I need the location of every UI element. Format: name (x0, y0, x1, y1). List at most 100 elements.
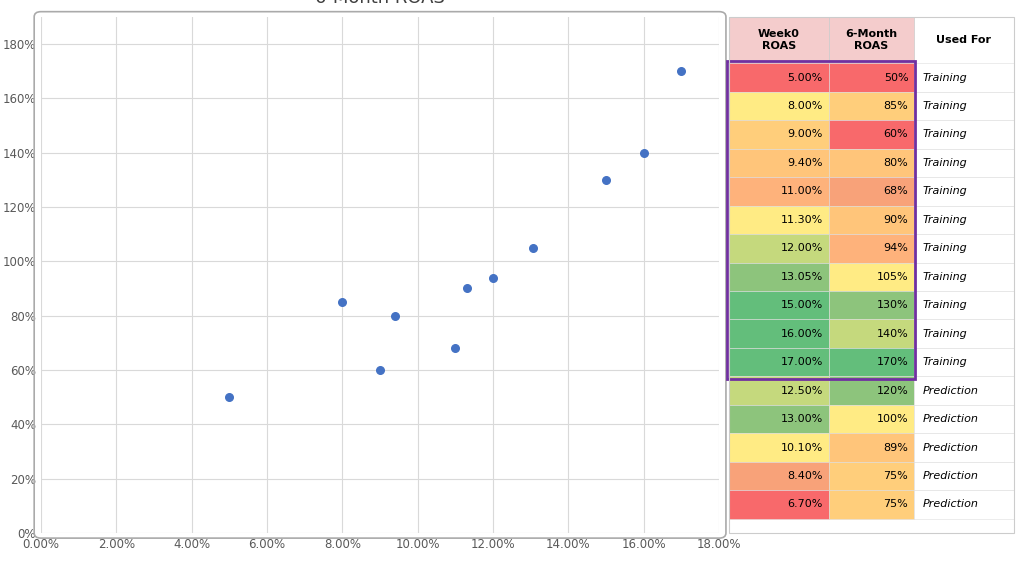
Text: 75%: 75% (884, 499, 908, 509)
Text: 12.50%: 12.50% (780, 385, 823, 396)
Text: 170%: 170% (877, 357, 908, 367)
Bar (828, 291, 914, 319)
Bar (914, 490, 1014, 519)
Text: 12.00%: 12.00% (780, 243, 823, 254)
Text: Training: Training (923, 158, 968, 168)
FancyBboxPatch shape (729, 17, 828, 63)
Bar (914, 120, 1014, 149)
Bar (828, 120, 914, 149)
Bar (729, 120, 828, 149)
Bar (828, 462, 914, 490)
Text: 50%: 50% (884, 72, 908, 82)
Bar (914, 205, 1014, 234)
Text: 8.00%: 8.00% (787, 101, 823, 111)
Bar (914, 149, 1014, 177)
Bar (828, 433, 914, 462)
Text: 9.40%: 9.40% (787, 158, 823, 168)
Text: 16.00%: 16.00% (780, 329, 823, 339)
Bar (914, 462, 1014, 490)
Bar (729, 177, 828, 205)
Text: 60%: 60% (884, 130, 908, 140)
Text: Training: Training (923, 329, 968, 339)
Bar (828, 234, 914, 263)
Text: Prediction: Prediction (923, 385, 979, 396)
Bar (828, 490, 914, 519)
Point (598, 176, 614, 185)
Bar (828, 149, 914, 177)
Bar (729, 405, 828, 433)
Point (674, 67, 690, 76)
Text: 13.05%: 13.05% (780, 272, 823, 282)
Text: Used For: Used For (936, 35, 991, 45)
Text: 130%: 130% (877, 300, 908, 310)
Bar (729, 263, 828, 291)
Bar (914, 348, 1014, 376)
Bar (729, 376, 828, 405)
FancyBboxPatch shape (828, 17, 914, 63)
Bar (729, 205, 828, 234)
Title: 6-Month ROAS: 6-Month ROAS (315, 0, 445, 7)
Bar (729, 92, 828, 120)
Text: 15.00%: 15.00% (780, 300, 823, 310)
Bar (914, 63, 1014, 92)
Text: 100%: 100% (877, 414, 908, 424)
Text: Training: Training (923, 272, 968, 282)
Bar (828, 177, 914, 205)
Bar (914, 433, 1014, 462)
Point (334, 297, 350, 306)
Text: 6-Month
ROAS: 6-Month ROAS (845, 29, 897, 51)
Text: Prediction: Prediction (923, 414, 979, 424)
Text: 94%: 94% (884, 243, 908, 254)
Bar (729, 433, 828, 462)
Text: 6.70%: 6.70% (787, 499, 823, 509)
Bar (914, 234, 1014, 263)
Text: Prediction: Prediction (923, 471, 979, 481)
Bar (828, 92, 914, 120)
Bar (914, 291, 1014, 319)
Point (447, 344, 464, 353)
Bar (729, 319, 828, 348)
Text: 68%: 68% (884, 186, 908, 196)
Bar (828, 319, 914, 348)
Text: Training: Training (923, 186, 968, 196)
Text: Week0
ROAS: Week0 ROAS (758, 29, 800, 51)
Text: 17.00%: 17.00% (780, 357, 823, 367)
Point (524, 243, 541, 252)
Text: Prediction: Prediction (923, 499, 979, 509)
Bar (828, 63, 914, 92)
Text: 80%: 80% (884, 158, 908, 168)
Bar (828, 376, 914, 405)
Bar (729, 462, 828, 490)
Text: 89%: 89% (884, 443, 908, 453)
Text: 85%: 85% (884, 101, 908, 111)
Text: 105%: 105% (877, 272, 908, 282)
Text: 75%: 75% (884, 471, 908, 481)
Bar (914, 376, 1014, 405)
Text: 5.00%: 5.00% (787, 72, 823, 82)
Text: 11.30%: 11.30% (780, 215, 823, 225)
Point (485, 273, 502, 282)
Text: 10.10%: 10.10% (780, 443, 823, 453)
Bar (729, 234, 828, 263)
Bar (729, 63, 828, 92)
Bar (729, 490, 828, 519)
Bar (914, 263, 1014, 291)
Bar (914, 405, 1014, 433)
Bar (914, 319, 1014, 348)
Bar (828, 205, 914, 234)
Text: 9.00%: 9.00% (787, 130, 823, 140)
Text: 13.00%: 13.00% (780, 414, 823, 424)
Text: Training: Training (923, 357, 968, 367)
Text: 120%: 120% (877, 385, 908, 396)
Point (387, 311, 403, 320)
Text: 90%: 90% (884, 215, 908, 225)
Point (221, 393, 238, 402)
Point (372, 365, 388, 374)
Text: Training: Training (923, 243, 968, 254)
Bar (914, 177, 1014, 205)
Point (459, 284, 475, 293)
Text: 140%: 140% (877, 329, 908, 339)
Point (636, 148, 652, 157)
Text: Training: Training (923, 215, 968, 225)
Text: Prediction: Prediction (923, 443, 979, 453)
